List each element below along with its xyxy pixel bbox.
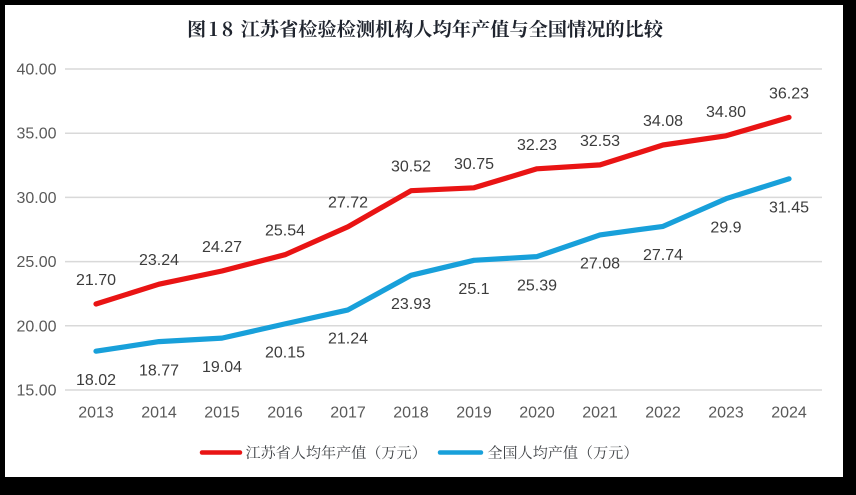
svg-text:35.00: 35.00 bbox=[16, 126, 56, 143]
svg-text:34.80: 34.80 bbox=[706, 104, 746, 121]
svg-text:36.23: 36.23 bbox=[769, 85, 809, 102]
svg-text:20.00: 20.00 bbox=[16, 318, 56, 335]
svg-text:21.24: 21.24 bbox=[328, 331, 368, 348]
svg-text:20.15: 20.15 bbox=[265, 345, 305, 362]
svg-text:27.74: 27.74 bbox=[643, 247, 683, 264]
svg-text:29.9: 29.9 bbox=[710, 219, 741, 236]
svg-text:25.54: 25.54 bbox=[265, 223, 305, 240]
svg-text:30.00: 30.00 bbox=[16, 190, 56, 207]
svg-text:2020: 2020 bbox=[519, 405, 555, 422]
svg-text:18.77: 18.77 bbox=[139, 362, 179, 379]
svg-text:23.93: 23.93 bbox=[391, 296, 431, 313]
svg-text:25.00: 25.00 bbox=[16, 254, 56, 271]
svg-text:25.39: 25.39 bbox=[517, 277, 557, 294]
svg-text:30.52: 30.52 bbox=[391, 159, 431, 176]
svg-text:2024: 2024 bbox=[771, 405, 807, 422]
svg-text:2013: 2013 bbox=[78, 405, 114, 422]
svg-text:2021: 2021 bbox=[582, 405, 618, 422]
svg-text:27.72: 27.72 bbox=[328, 195, 368, 212]
svg-text:2014: 2014 bbox=[141, 405, 177, 422]
svg-text:15.00: 15.00 bbox=[16, 383, 56, 400]
svg-text:2017: 2017 bbox=[330, 405, 366, 422]
svg-text:24.27: 24.27 bbox=[202, 239, 242, 256]
svg-text:21.70: 21.70 bbox=[76, 272, 116, 289]
svg-text:34.08: 34.08 bbox=[643, 113, 683, 130]
svg-text:23.24: 23.24 bbox=[139, 252, 179, 269]
svg-text:25.1: 25.1 bbox=[458, 281, 489, 298]
svg-text:40.00: 40.00 bbox=[16, 62, 56, 79]
svg-text:2016: 2016 bbox=[267, 405, 303, 422]
svg-text:27.08: 27.08 bbox=[580, 256, 620, 273]
svg-text:2018: 2018 bbox=[393, 405, 429, 422]
svg-text:31.45: 31.45 bbox=[769, 200, 809, 217]
svg-text:2015: 2015 bbox=[204, 405, 240, 422]
svg-text:30.75: 30.75 bbox=[454, 156, 494, 173]
svg-text:2023: 2023 bbox=[708, 405, 744, 422]
svg-text:2022: 2022 bbox=[645, 405, 681, 422]
svg-text:18.02: 18.02 bbox=[76, 372, 116, 389]
svg-text:2019: 2019 bbox=[456, 405, 492, 422]
svg-text:32.53: 32.53 bbox=[580, 133, 620, 150]
svg-text:19.04: 19.04 bbox=[202, 359, 242, 376]
svg-text:32.23: 32.23 bbox=[517, 137, 557, 154]
